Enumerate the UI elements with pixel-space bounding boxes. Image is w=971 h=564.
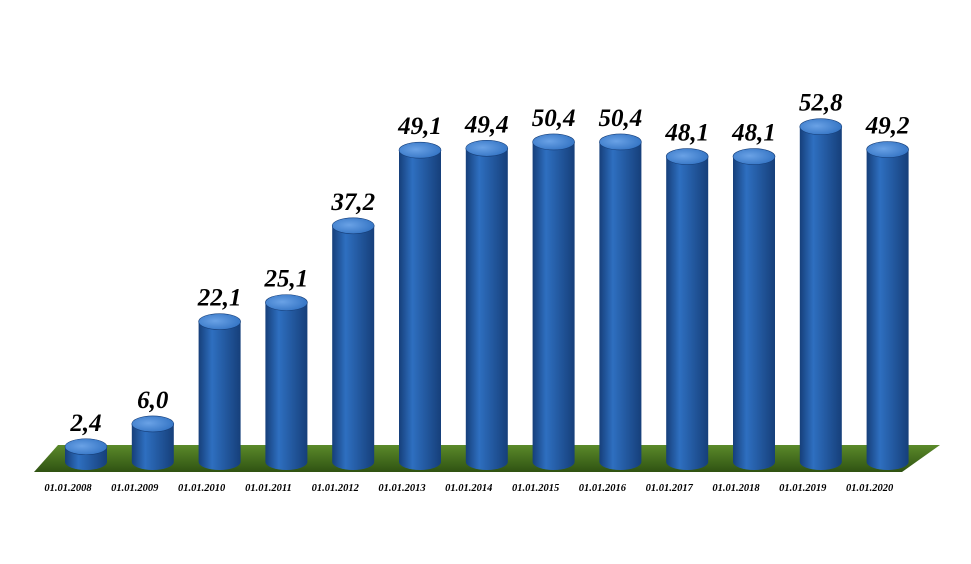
bar-01.01.2017 (665, 148, 709, 470)
bar-01.01.2020 (866, 141, 909, 470)
x-tick-label: 01.01.2015 (512, 483, 559, 494)
bar-body (131, 423, 174, 470)
data-label: 2,4 (69, 410, 101, 437)
data-label: 48,1 (664, 120, 709, 147)
bar-01.01.2010 (198, 313, 241, 470)
data-label: 50,4 (599, 105, 643, 132)
bar-01.01.2018 (732, 148, 776, 470)
x-tick-label: 01.01.2012 (312, 483, 360, 494)
bar-cap (866, 141, 909, 158)
bar-body (198, 321, 241, 470)
x-tick-label: 01.01.2018 (712, 483, 760, 494)
bar-cap (131, 415, 175, 433)
bar-01.01.2011 (265, 294, 308, 470)
bar-cap (265, 294, 308, 311)
bar-body (465, 148, 508, 470)
bar-body (666, 156, 709, 470)
bar-01.01.2019 (799, 118, 843, 470)
bar-cap (398, 141, 442, 159)
bar-01.01.2012 (331, 217, 375, 470)
bar-body (799, 126, 842, 470)
x-tick-label: 01.01.2008 (44, 483, 92, 494)
data-label: 49,1 (397, 113, 442, 140)
bar-body (733, 156, 775, 470)
bar-cap (665, 148, 709, 165)
bar-01.01.2009 (131, 415, 175, 470)
bar-cap (599, 133, 642, 151)
x-tick-label: 01.01.2014 (445, 483, 492, 494)
bar-01.01.2015 (532, 133, 575, 470)
bar-01.01.2016 (599, 133, 642, 470)
bar-body (265, 302, 308, 470)
x-tick-label: 01.01.2019 (779, 483, 827, 494)
bar-body (532, 141, 575, 470)
x-tick-label: 01.01.2013 (378, 483, 425, 494)
data-label: 25,1 (264, 266, 309, 293)
bar-cap (532, 133, 575, 151)
bar-body (399, 150, 441, 470)
bar-01.01.2014 (465, 140, 509, 470)
x-tick-label: 01.01.2009 (111, 483, 159, 494)
bar-cap (198, 313, 241, 330)
bar-cap (799, 118, 843, 136)
x-tick-label: 01.01.2011 (245, 483, 292, 494)
data-label: 22,1 (197, 285, 242, 312)
data-label: 49,4 (464, 111, 509, 138)
x-tick-label: 01.01.2017 (646, 483, 694, 494)
data-label: 48,1 (731, 120, 776, 147)
data-label: 50,4 (532, 105, 576, 132)
bar-body (332, 225, 375, 470)
x-tick-label: 01.01.2020 (846, 483, 894, 494)
bar-cap (732, 148, 776, 165)
data-label: 6,0 (137, 387, 169, 414)
bar-body (866, 149, 909, 470)
data-label: 52,8 (799, 90, 843, 117)
data-label: 49,2 (865, 113, 910, 140)
bar-cap (331, 217, 375, 235)
x-tick-label: 01.01.2010 (178, 483, 226, 494)
bar-cap (64, 438, 108, 456)
x-tick-label: 01.01.2016 (579, 483, 627, 494)
bar-01.01.2008 (64, 438, 108, 470)
bar-cap (465, 140, 509, 157)
data-label: 37,2 (330, 189, 375, 216)
bar-body (599, 141, 642, 470)
bar-01.01.2013 (398, 141, 442, 470)
